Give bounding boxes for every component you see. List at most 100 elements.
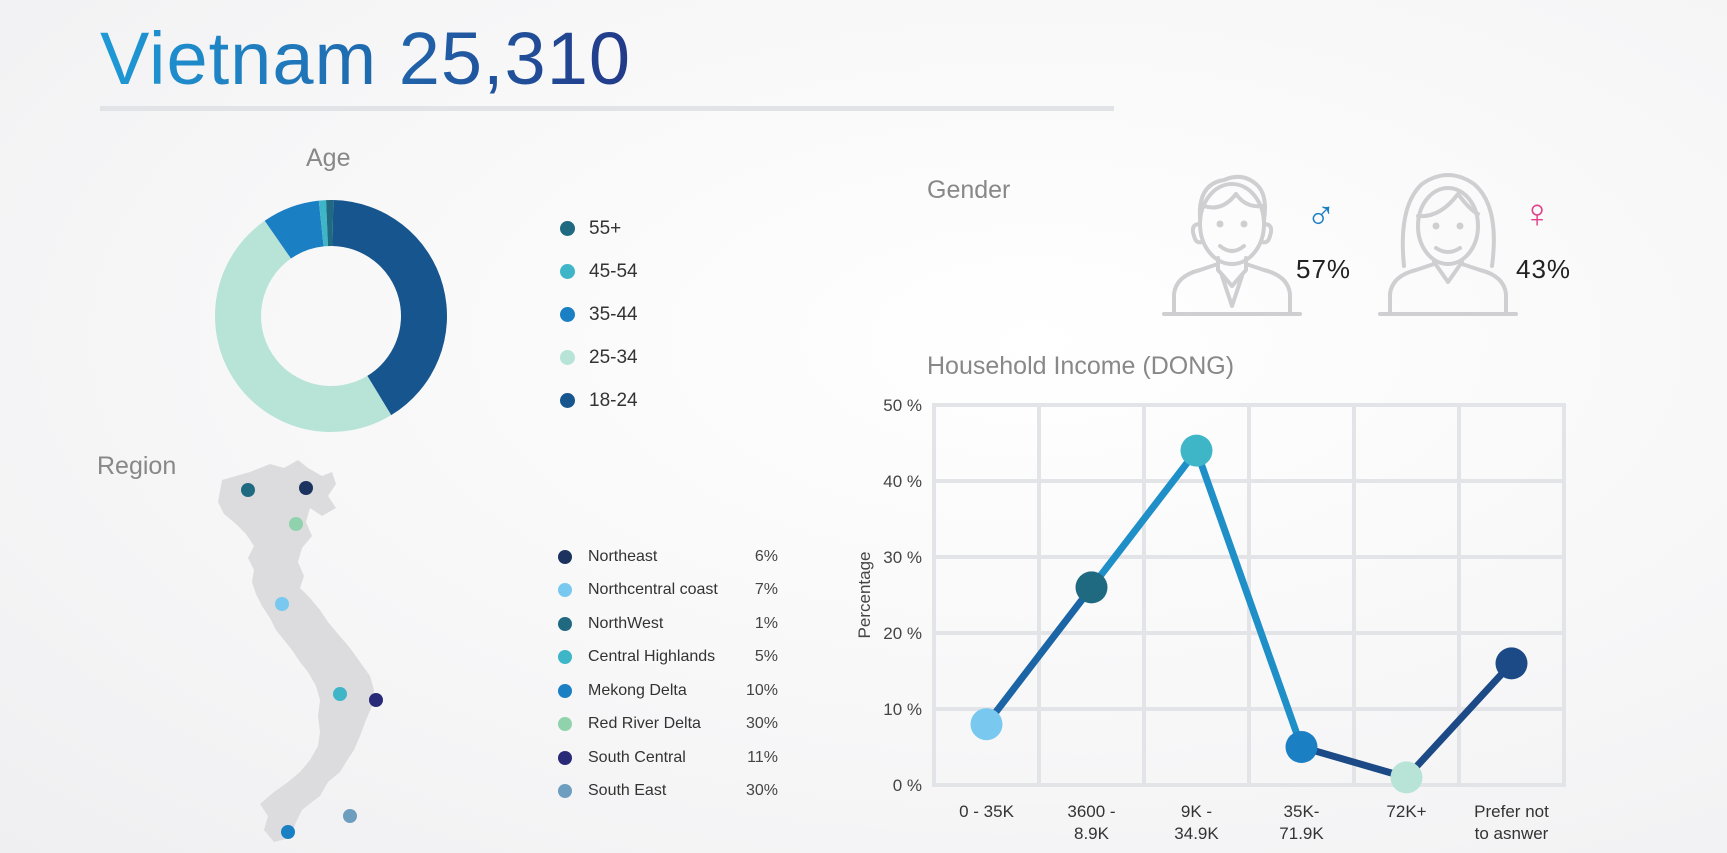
y-axis-label: Percentage [855, 552, 874, 639]
region-legend-value: 30% [745, 782, 778, 800]
age-legend-item: 55+ [560, 207, 638, 250]
age-legend: 55+ 45-54 35-44 25-34 18-24 [560, 207, 638, 422]
income-line-chart: 0 % 10 % 20 % 30 % 40 % 50 % Percentage 0 - 35K… [855, 396, 1566, 843]
region-legend-item: Mekong Delta 10% [558, 674, 778, 708]
map-marker-northcentral-coast [275, 597, 289, 611]
region-legend-label: NorthWest [588, 614, 664, 632]
data-point [1495, 647, 1528, 680]
region-legend-item: Red River Delta 30% [558, 708, 778, 742]
map-marker-northwest [241, 483, 255, 497]
region-legend-label: Northeast [588, 547, 658, 565]
x-tick-label: 0 - 35K [959, 802, 1014, 821]
page-title: Vietnam 25,310 [100, 17, 632, 100]
y-tick-label: 0 % [893, 776, 922, 795]
legend-swatch [558, 717, 572, 732]
region-legend: Northeast 6% Northcentral coast 7% NorthWest… [558, 540, 778, 808]
legend-swatch [558, 683, 572, 698]
y-tick-label: 50 % [883, 396, 922, 415]
x-tick-label: 9K -34.9K [1174, 802, 1219, 843]
age-legend-item: 35-44 [560, 293, 638, 336]
region-legend-value: 6% [754, 547, 778, 565]
age-legend-label: 45-54 [589, 260, 638, 282]
age-legend-label: 35-44 [589, 303, 638, 325]
map-marker-central-highlands [333, 687, 347, 701]
data-point [1285, 731, 1318, 763]
female-figure-icon [1378, 173, 1518, 316]
map-shape [218, 460, 374, 842]
series-line-segment [1298, 743, 1410, 781]
map-marker-mekong-delta [281, 825, 295, 839]
female-percentage: 43% [1516, 254, 1572, 284]
region-legend-value: 5% [754, 648, 778, 666]
data-point [1075, 571, 1108, 604]
data-point [1180, 434, 1213, 467]
region-legend-value: 30% [745, 715, 778, 733]
region-legend-label: Northcentral coast [588, 581, 718, 599]
region-legend-item: Central Highlands 5% [558, 641, 778, 675]
legend-swatch [558, 650, 572, 665]
region-legend-item: South Central 11% [558, 741, 778, 775]
region-legend-item: Northeast 6% [558, 540, 778, 574]
region-legend-item: Northcentral coast 7% [558, 574, 778, 608]
map-marker-red-river-delta [289, 517, 303, 531]
male-symbol-icon: ♂ [1306, 194, 1336, 238]
series-line-segment [1088, 447, 1200, 591]
region-legend-value: 10% [745, 681, 778, 699]
age-title: Age [306, 144, 351, 172]
male-percentage: 57% [1296, 254, 1352, 284]
female-symbol-icon: ♀ [1522, 192, 1552, 236]
data-point [1390, 761, 1423, 794]
series-line-segment [983, 583, 1095, 728]
x-tick-label: 72K+ [1386, 802, 1426, 821]
donut-slice-55+ [326, 200, 334, 247]
age-donut-chart [215, 200, 447, 432]
legend-swatch [558, 583, 572, 598]
y-tick-label: 40 % [883, 472, 922, 491]
region-title: Region [97, 452, 177, 480]
age-legend-label: 25-34 [589, 346, 638, 368]
legend-swatch [558, 750, 572, 765]
legend-swatch [560, 264, 575, 279]
legend-swatch [558, 549, 572, 564]
donut-slice-18-24 [332, 200, 447, 416]
age-legend-item: 45-54 [560, 250, 638, 293]
legend-swatch [560, 350, 575, 365]
donut-slice-35-44 [264, 200, 324, 259]
x-tick-label: Prefer not to asnwer [1474, 802, 1549, 843]
region-legend-label: Red River Delta [588, 715, 701, 733]
x-tick-label: 3600 -8.9K [1067, 802, 1115, 843]
x-tick-label: 35K-71.9K [1279, 802, 1324, 843]
age-legend-item: 25-34 [560, 336, 638, 379]
donut-slice-45-54 [318, 200, 329, 247]
data-point [970, 708, 1003, 741]
region-legend-label: South East [588, 782, 667, 800]
region-legend-label: Central Highlands [588, 648, 716, 666]
age-legend-label: 18-24 [589, 389, 638, 411]
map-marker-south-east [343, 809, 357, 823]
region-legend-item: NorthWest 1% [558, 607, 778, 641]
legend-swatch [560, 221, 575, 236]
region-legend-label: South Central [588, 748, 686, 766]
donut-slice-25-34 [215, 220, 392, 432]
y-tick-label: 20 % [883, 624, 922, 643]
map-marker-south-central [369, 693, 383, 707]
age-legend-label: 55+ [589, 217, 622, 239]
map-marker-northeast [299, 481, 313, 495]
region-legend-value: 7% [754, 581, 778, 599]
legend-swatch [560, 393, 575, 408]
title-divider [100, 106, 1114, 111]
vietnam-map [218, 460, 383, 842]
region-legend-value: 1% [754, 614, 778, 632]
age-legend-item: 18-24 [560, 379, 638, 422]
income-title: Household Income (DONG) [927, 352, 1235, 380]
series-line-segment [1403, 659, 1515, 781]
y-tick-label: 30 % [883, 548, 922, 567]
y-tick-label: 10 % [883, 700, 922, 719]
male-figure-icon [1162, 174, 1302, 316]
legend-swatch [558, 616, 572, 631]
legend-swatch [558, 784, 572, 799]
legend-swatch [560, 307, 575, 322]
region-legend-item: South East 30% [558, 775, 778, 809]
region-legend-value: 11% [747, 748, 778, 766]
region-legend-label: Mekong Delta [588, 681, 687, 699]
